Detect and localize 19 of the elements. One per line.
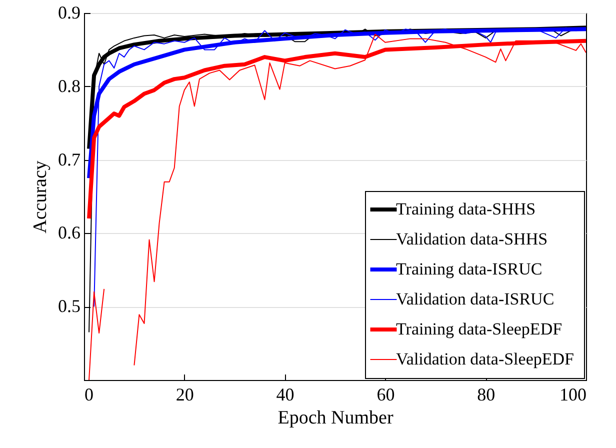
y-tick-label: 0.6 — [58, 222, 80, 243]
legend-label: Training data-ISRUC — [396, 260, 542, 278]
y-tick-label: 0.7 — [58, 149, 80, 170]
x-tick-label: 20 — [176, 384, 194, 404]
x-tick-label: 0 — [84, 384, 94, 404]
x-tick-label: 40 — [276, 384, 294, 404]
legend-label: Training data-SleepEDF — [396, 320, 562, 338]
x-tick-label: 80 — [477, 384, 496, 404]
y-tick-label: 0.5 — [58, 296, 80, 316]
y-tick-label: 0.9 — [58, 2, 80, 22]
legend-label: Validation data-SHHS — [396, 230, 548, 248]
y-axis-title: Accuracy — [30, 160, 51, 234]
x-axis-title: Epoch Number — [278, 408, 394, 428]
legend-label: Validation data-ISRUC — [396, 290, 554, 308]
x-tick-label: 100 — [560, 384, 586, 404]
legend-label: Validation data-SleepEDF — [396, 350, 574, 368]
x-tick-label: 60 — [376, 384, 395, 404]
y-tick-label: 0.8 — [58, 76, 80, 96]
legend-label: Training data-SHHS — [396, 200, 536, 218]
